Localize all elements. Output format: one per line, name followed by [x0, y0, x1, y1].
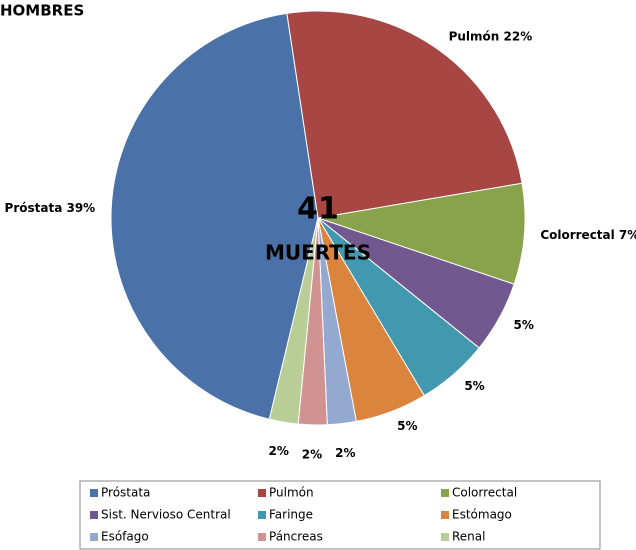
legend-swatch — [441, 533, 449, 541]
legend-swatch — [90, 489, 98, 497]
data-label: 5% — [397, 419, 417, 433]
data-label: 2% — [335, 446, 355, 460]
chart-title: HOMBRES — [0, 2, 84, 20]
legend-swatch — [441, 489, 449, 497]
legend-label: Sist. Nervioso Central — [101, 508, 231, 522]
data-label: 5% — [513, 318, 533, 332]
data-label: Colorrectal 7% — [540, 228, 636, 242]
data-label: Pulmón 22% — [449, 30, 533, 44]
pie-slice — [286, 10, 523, 219]
data-label: 2% — [268, 444, 288, 458]
annotation: 41 — [297, 192, 339, 227]
data-label: Próstata 39% — [5, 201, 96, 215]
legend-box — [79, 480, 601, 550]
legend-label: Próstata — [101, 486, 150, 500]
pie-slice — [268, 217, 319, 425]
legend-label: Páncreas — [269, 530, 323, 544]
annotation: MUERTES — [265, 241, 371, 265]
pie-slice — [110, 12, 319, 420]
data-label: 2% — [302, 447, 322, 461]
legend-label: Faringe — [269, 508, 313, 522]
legend-swatch — [258, 511, 266, 519]
legend-swatch — [90, 511, 98, 519]
legend-label: Esófago — [101, 530, 149, 544]
legend-swatch — [258, 533, 266, 541]
legend-label: Estómago — [452, 508, 512, 522]
legend-swatch — [258, 489, 266, 497]
legend-swatch — [90, 533, 98, 541]
data-label: 5% — [464, 379, 484, 393]
legend-label: Colorrectal — [452, 486, 517, 500]
legend-swatch — [441, 511, 449, 519]
legend-label: Pulmón — [269, 486, 314, 500]
pie-slice — [317, 182, 526, 285]
legend-label: Renal — [452, 530, 485, 544]
